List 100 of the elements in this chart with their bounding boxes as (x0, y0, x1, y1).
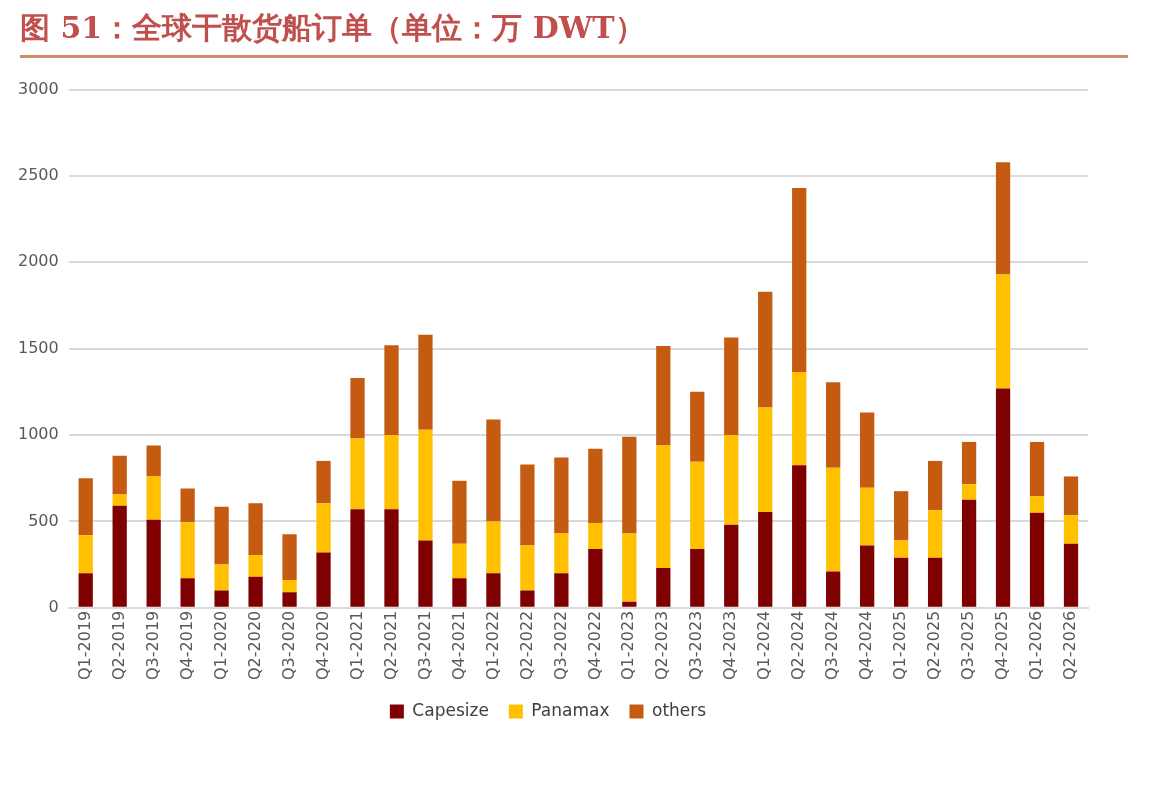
bar (316, 503, 331, 553)
bar (995, 274, 1011, 389)
chart-title: 图 51：全球干散货船订单（单位：万 DWT） (20, 8, 1128, 58)
bar (316, 460, 331, 504)
x-tick-label: Q2-2025 (924, 610, 944, 680)
bar (452, 480, 467, 544)
x-tick-label: Q1-2019 (74, 610, 94, 680)
x-tick-label: Q4-2019 (176, 610, 196, 680)
bar (656, 445, 671, 569)
bar (927, 510, 943, 558)
bar (758, 511, 773, 607)
bar (1063, 515, 1079, 544)
bar (826, 382, 841, 468)
x-tick-label: Q1-2024 (754, 610, 774, 680)
x-tick-label: Q3-2020 (278, 610, 298, 680)
bar (1063, 543, 1079, 607)
bar (656, 568, 671, 607)
bar (486, 521, 501, 574)
bar (588, 523, 603, 550)
bar (724, 524, 739, 607)
bar (214, 564, 229, 591)
bar (146, 476, 161, 520)
bar (384, 509, 399, 607)
bar (486, 419, 501, 522)
bar (690, 391, 705, 462)
bar (180, 522, 195, 579)
x-tick-label: Q3-2024 (822, 610, 842, 680)
bar (554, 533, 569, 574)
x-tick-label: Q1-2022 (482, 610, 502, 680)
bar (588, 549, 603, 607)
x-tick-label: Q2-2020 (244, 610, 264, 680)
x-tick-label: Q3-2023 (686, 610, 706, 680)
bar (860, 412, 875, 488)
bar (282, 592, 297, 607)
x-tick-label: Q1-2020 (210, 610, 230, 680)
bar (995, 162, 1011, 275)
bar (316, 552, 331, 607)
y-tick-label: 3000 (18, 78, 59, 98)
bar (724, 337, 739, 436)
x-tick-label: Q2-2024 (788, 610, 808, 680)
bar (690, 461, 705, 550)
bar (792, 371, 807, 466)
bar (384, 345, 399, 436)
bar (656, 346, 671, 446)
bar (112, 494, 127, 506)
bar (792, 465, 807, 607)
x-tick-label: Q2-2019 (108, 610, 128, 680)
bar (248, 503, 263, 556)
x-tick-label: Q2-2022 (516, 610, 536, 680)
bar (758, 407, 773, 512)
bar (452, 543, 467, 579)
x-tick-label: Q1-2023 (618, 610, 638, 680)
bar (214, 506, 229, 565)
x-tick-label: Q4-2020 (312, 610, 332, 680)
bar (894, 557, 909, 607)
bar (961, 484, 977, 500)
bar (78, 573, 93, 607)
x-tick-label: Q3-2022 (550, 610, 570, 680)
bar (452, 578, 467, 607)
bar (78, 478, 93, 536)
bar (860, 545, 875, 607)
bar (350, 438, 365, 510)
bar (554, 457, 569, 534)
x-tick-label: Q4-2024 (856, 610, 876, 680)
x-tick-label: Q4-2022 (584, 610, 604, 680)
x-tick-label: Q3-2021 (414, 610, 434, 680)
legend-label: Panamax (531, 699, 610, 720)
bar (112, 455, 127, 495)
y-tick-label: 1000 (18, 424, 59, 444)
bar (622, 436, 637, 534)
bar (520, 464, 535, 546)
bar (384, 435, 399, 510)
bar (78, 535, 93, 574)
bar (724, 435, 739, 525)
bar (588, 448, 603, 524)
legend-label: others (651, 699, 707, 720)
x-tick-label: Q2-2021 (380, 610, 400, 680)
bar (180, 488, 195, 523)
x-tick-label: Q3-2019 (142, 610, 162, 680)
x-tick-label: Q1-2021 (346, 610, 366, 680)
bar (214, 590, 229, 607)
bar (622, 601, 637, 607)
bar (248, 576, 263, 607)
bar (418, 429, 433, 541)
bar (520, 590, 535, 607)
y-tick-label: 500 (28, 510, 59, 530)
bar (1029, 496, 1045, 513)
x-tick-label: Q4-2021 (448, 610, 468, 680)
x-tick-label: Q4-2025 (992, 610, 1012, 680)
bar (622, 533, 637, 602)
bar (520, 545, 535, 591)
bar (112, 505, 127, 607)
bar (418, 334, 433, 430)
bar (146, 445, 161, 477)
y-tick-label: 2000 (18, 251, 59, 271)
bar (826, 571, 841, 607)
bar (758, 291, 773, 408)
bar (554, 573, 569, 607)
bar (927, 557, 943, 607)
legend-label: Capesize (412, 699, 489, 720)
